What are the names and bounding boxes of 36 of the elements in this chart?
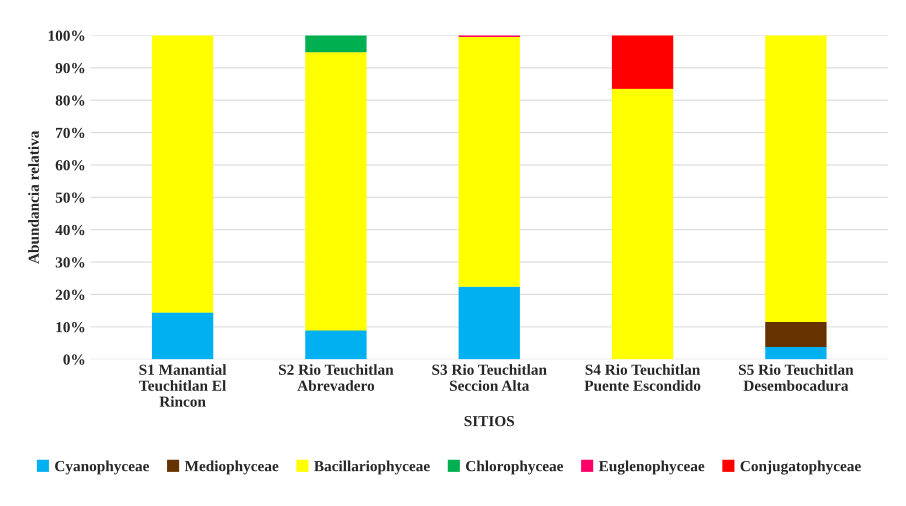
bar (765, 35, 827, 322)
legend-label: Euglenophyceae (598, 460, 704, 475)
bar (305, 35, 367, 52)
y-tick-label: 30% (56, 257, 84, 268)
x-tick-label: S1 Manantial Teuchitlan El Rincon (139, 364, 226, 407)
y-tick-label: 10% (56, 322, 84, 332)
bar (765, 322, 827, 347)
x-tick-label: S2 Rio Teuchitlan Abrevadero (278, 364, 394, 391)
legend-label: Cyanophyceae (55, 460, 150, 474)
y-tick-label: 0% (63, 354, 84, 365)
y-tick-label: 40% (55, 224, 84, 236)
bar (612, 35, 674, 89)
legend-label: Chlorophyceae (466, 460, 564, 474)
x-tick-label: S4 Rio Teuchitlan Puente Escondido (584, 364, 700, 391)
y-tick-label: 90% (56, 62, 84, 74)
x-axis-title: SITIOS (464, 416, 514, 426)
bar (305, 52, 367, 330)
bar (765, 346, 827, 360)
legend-label: Conjugatophyceae (740, 460, 861, 475)
bar (152, 312, 214, 360)
y-tick-label: 80% (56, 95, 84, 106)
bar (458, 286, 520, 360)
bar (612, 88, 674, 360)
y-tick-label: 50% (56, 192, 84, 203)
bar (458, 37, 520, 287)
bar (152, 35, 214, 313)
y-tick-label: 20% (56, 290, 84, 300)
legend-label: Mediophyceae (184, 460, 278, 474)
y-tick-label: 100% (48, 30, 84, 41)
x-tick-label: S3 Rio Teuchitlan Seccion Alta (432, 364, 547, 391)
bar (305, 330, 367, 360)
x-tick-label: S5 Rio Teuchitlan Desembocadura (738, 364, 854, 391)
y-tick-label: 60% (56, 160, 84, 170)
y-tick-label: 70% (56, 128, 84, 138)
y-axis-title: Abundancia relativa (28, 130, 39, 264)
legend-label: Bacillariophyceae (314, 460, 430, 474)
